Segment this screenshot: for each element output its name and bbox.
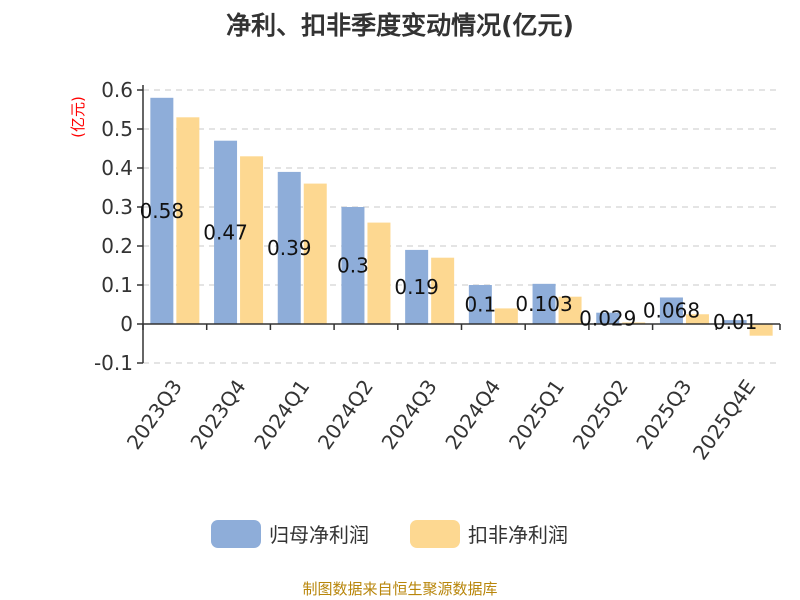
- legend-net-profit-swatch: [211, 520, 261, 548]
- bar-deducted-net-profit-2025q2: [622, 322, 646, 324]
- bar-deducted-net-profit-2025q1: [558, 296, 582, 324]
- y-axis-title: (亿元): [69, 96, 87, 138]
- bar-deducted-net-profit-2025q3: [685, 314, 709, 324]
- bar-deducted-net-profit-2025q4e: [749, 324, 773, 336]
- bar-deducted-net-profit-2024q3: [431, 257, 455, 324]
- x-tick-label: 2024Q2: [313, 375, 378, 454]
- source-note: 制图数据来自恒生聚源数据库: [302, 580, 498, 598]
- data-label: 0.1: [464, 293, 496, 317]
- x-tick-label: 2023Q3: [122, 375, 187, 454]
- x-tick-label: 2025Q2: [568, 375, 633, 454]
- y-tick-label: 0.2: [101, 234, 133, 258]
- bar-net-profit-2025q2: [596, 312, 620, 324]
- y-tick-label: 0.3: [101, 195, 133, 219]
- bar-deducted-net-profit-2023q3: [176, 117, 200, 324]
- chart-title: 净利、扣非季度变动情况(亿元): [226, 11, 574, 40]
- x-tick-label: 2025Q1: [504, 375, 569, 454]
- data-label: 0.068: [643, 299, 700, 323]
- y-tick-label: 0.1: [101, 273, 133, 297]
- y-tick-label: 0.4: [101, 156, 133, 180]
- bar-net-profit-2025q1: [532, 283, 556, 324]
- data-label: 0.58: [140, 199, 185, 223]
- bar-deducted-net-profit-2023q4: [240, 156, 264, 324]
- y-tick-label: -0.1: [94, 351, 133, 375]
- data-label: 0.3: [337, 254, 369, 278]
- legend-deducted-net-profit-swatch: [410, 520, 460, 548]
- legend-deducted-net-profit-label: 扣非净利润: [468, 523, 568, 547]
- y-tick-label: 0.5: [101, 117, 133, 141]
- data-label: 0.01: [713, 310, 758, 334]
- y-tick-label: 0.6: [101, 78, 133, 102]
- bar-net-profit-2025q4e: [723, 320, 747, 324]
- bar-deducted-net-profit-2024q2: [367, 222, 391, 324]
- bar-deducted-net-profit-2024q4: [494, 308, 518, 324]
- bar-deducted-net-profit-2024q1: [303, 183, 327, 324]
- x-tick-label: 2025Q3: [631, 375, 696, 454]
- bar-net-profit-2023q4: [214, 140, 238, 324]
- x-tick-label: 2024Q3: [377, 375, 442, 454]
- data-label: 0.029: [579, 306, 636, 330]
- bar-net-profit-2023q3: [150, 97, 174, 324]
- x-tick-label: 2025Q4E: [688, 375, 760, 464]
- bar-net-profit-2024q2: [341, 207, 365, 324]
- data-label: 0.103: [515, 292, 572, 316]
- data-label: 0.19: [394, 275, 439, 299]
- x-tick-label: 2024Q1: [249, 375, 314, 454]
- legend-net-profit-label: 归母净利润: [269, 523, 369, 547]
- y-tick-label: 0: [120, 312, 133, 336]
- bar-net-profit-2024q4: [468, 285, 492, 324]
- x-tick-label: 2024Q4: [440, 375, 505, 454]
- bar-net-profit-2024q3: [405, 249, 429, 324]
- x-tick-label: 2023Q4: [185, 375, 250, 454]
- bar-net-profit-2024q1: [277, 171, 301, 324]
- bar-net-profit-2025q3: [659, 297, 683, 324]
- data-label: 0.47: [203, 220, 248, 244]
- data-label: 0.39: [267, 236, 312, 260]
